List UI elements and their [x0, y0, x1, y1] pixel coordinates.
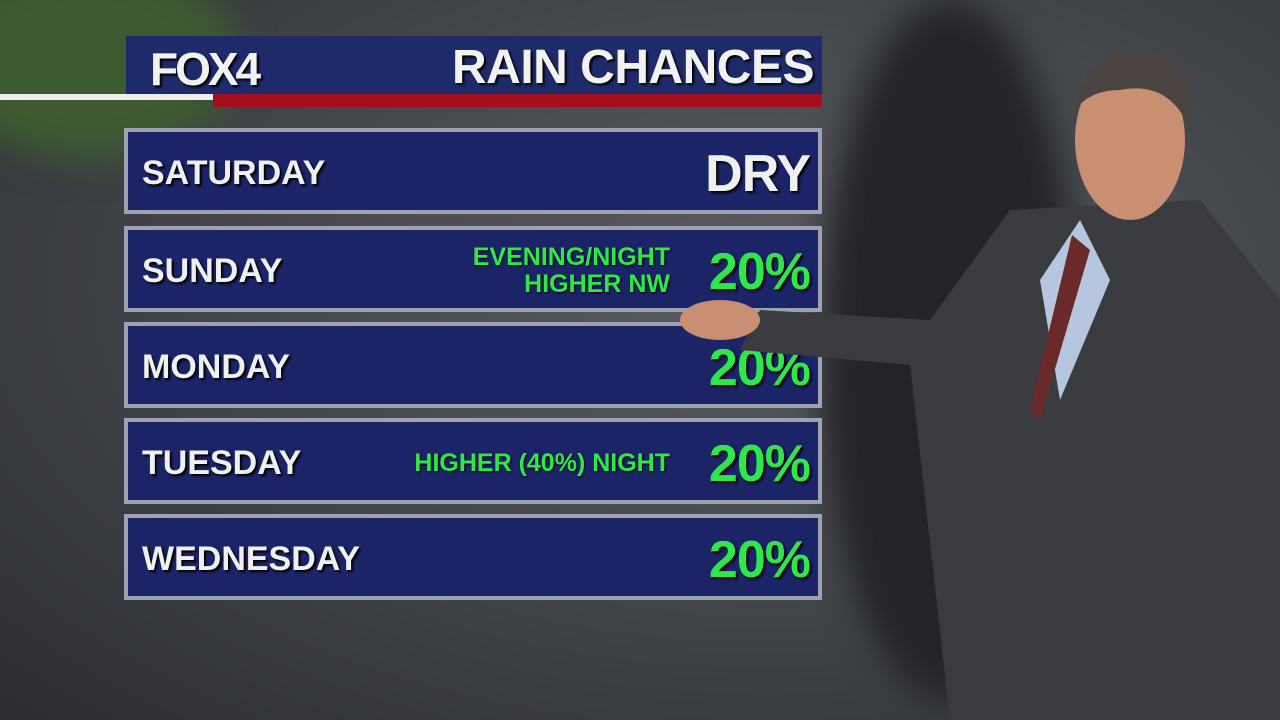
rain-chance-value: DRY: [705, 145, 811, 203]
rain-note-line1: EVENING/NIGHT: [472, 243, 670, 271]
head: [1075, 60, 1185, 220]
rain-chance-value: 20%: [708, 531, 811, 589]
hair: [1075, 48, 1192, 130]
day-label: TUESDAY: [142, 444, 302, 482]
forecast-row-sunday: SUNDAY EVENING/NIGHT HIGHER NW 20%: [124, 226, 822, 312]
fox4-logo: FOX4: [150, 43, 261, 95]
suit-body: [740, 200, 1280, 720]
rain-note: EVENING/NIGHT HIGHER NW: [473, 244, 670, 298]
page-title: RAIN CHANCES: [451, 41, 815, 94]
day-label: WEDNESDAY: [142, 540, 360, 578]
header-white-line: [0, 94, 213, 100]
header-red-bar: [213, 94, 822, 107]
rain-chance-value: 20%: [708, 435, 811, 493]
rain-note-line2: HIGHER NW: [524, 270, 670, 298]
forecast-row-saturday: SATURDAY DRY: [124, 128, 822, 214]
forecast-row-wednesday: WEDNESDAY 20%: [124, 514, 822, 600]
tie: [1030, 235, 1090, 420]
day-label: MONDAY: [142, 348, 290, 386]
rain-chance-value: 20%: [708, 243, 811, 301]
day-label: SUNDAY: [142, 252, 283, 290]
hand: [680, 300, 760, 340]
forecast-row-tuesday: TUESDAY HIGHER (40%) NIGHT 20%: [124, 418, 822, 504]
graphic-header: FOX4 RAIN CHANCES: [126, 36, 822, 95]
rain-note: HIGHER (40%) NIGHT: [414, 449, 670, 477]
day-label: SATURDAY: [142, 154, 326, 192]
meteorologist: [680, 48, 1280, 720]
